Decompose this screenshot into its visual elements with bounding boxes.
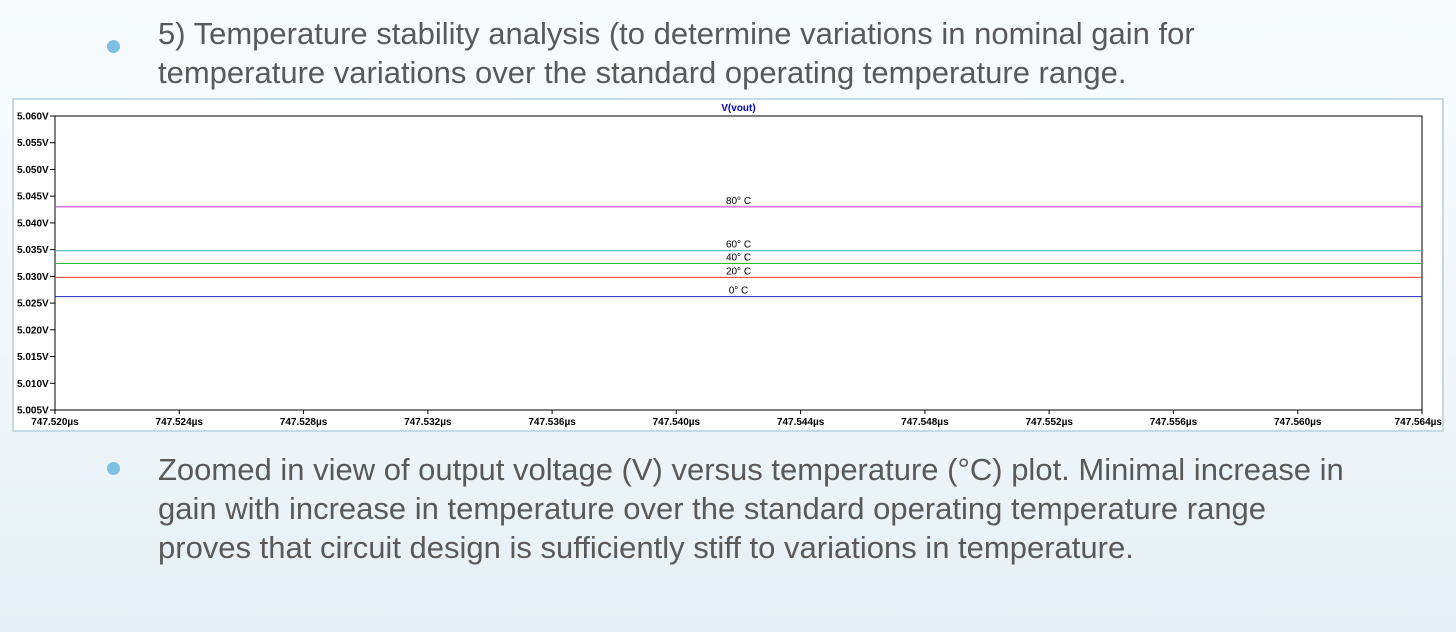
bullet-text: Zoomed in view of output voltage (V) ver…: [158, 452, 1344, 565]
series-label: 20° C: [726, 266, 751, 277]
y-tick-label: 5.050V: [17, 165, 49, 176]
x-tick-label: 747.560µs: [1274, 417, 1322, 428]
series-label: 80° C: [726, 196, 751, 207]
x-tick-label: 747.564µs: [1395, 417, 1442, 428]
y-tick-label: 5.045V: [17, 192, 49, 203]
x-tick-label: 747.524µs: [156, 417, 204, 428]
x-tick-label: 747.528µs: [280, 417, 328, 428]
y-tick-label: 5.005V: [17, 406, 49, 417]
y-tick-label: 5.060V: [17, 112, 49, 123]
y-tick-label: 5.010V: [17, 379, 49, 390]
chart-title: V(vout): [721, 103, 755, 114]
y-tick-label: 5.040V: [17, 218, 49, 229]
bullet-line-1: 5) Temperature stability analysis (to de…: [158, 16, 1195, 51]
bullet-text: 5) Temperature stability analysis (to de…: [158, 14, 1358, 92]
x-tick-label: 747.532µs: [404, 417, 452, 428]
y-tick-label: 5.015V: [17, 352, 49, 363]
y-tick-label: 5.055V: [17, 138, 49, 149]
series-label: 0° C: [729, 286, 749, 297]
x-tick-label: 747.540µs: [653, 417, 701, 428]
x-tick-label: 747.544µs: [777, 417, 825, 428]
bullet-line-2: temperature variations over the standard…: [158, 55, 1127, 90]
voltage-temperature-chart: 5.060V 5.055V 5.050V 5.045V 5.040V 5.035V 5.03…: [17, 103, 1442, 428]
series-label: 60° C: [726, 240, 751, 251]
bullet-dot-icon: [107, 462, 120, 475]
plot-area-frame: [54, 115, 1423, 411]
x-tick-label: 747.536µs: [528, 417, 576, 428]
y-tick-label: 5.020V: [17, 325, 49, 336]
y-tick-label: 5.030V: [17, 272, 49, 283]
x-tick-label: 747.548µs: [901, 417, 949, 428]
x-tick-label: 747.552µs: [1025, 417, 1073, 428]
chart-panel: 5.060V 5.055V 5.050V 5.045V 5.040V 5.035V 5.03…: [12, 98, 1444, 432]
bullet-dot-icon: [107, 40, 120, 53]
x-tick-label: 747.520µs: [31, 417, 79, 428]
y-tick-label: 5.035V: [17, 245, 49, 256]
x-tick-label: 747.556µs: [1150, 417, 1198, 428]
y-tick-label: 5.025V: [17, 299, 49, 310]
series-label: 40° C: [726, 253, 751, 264]
